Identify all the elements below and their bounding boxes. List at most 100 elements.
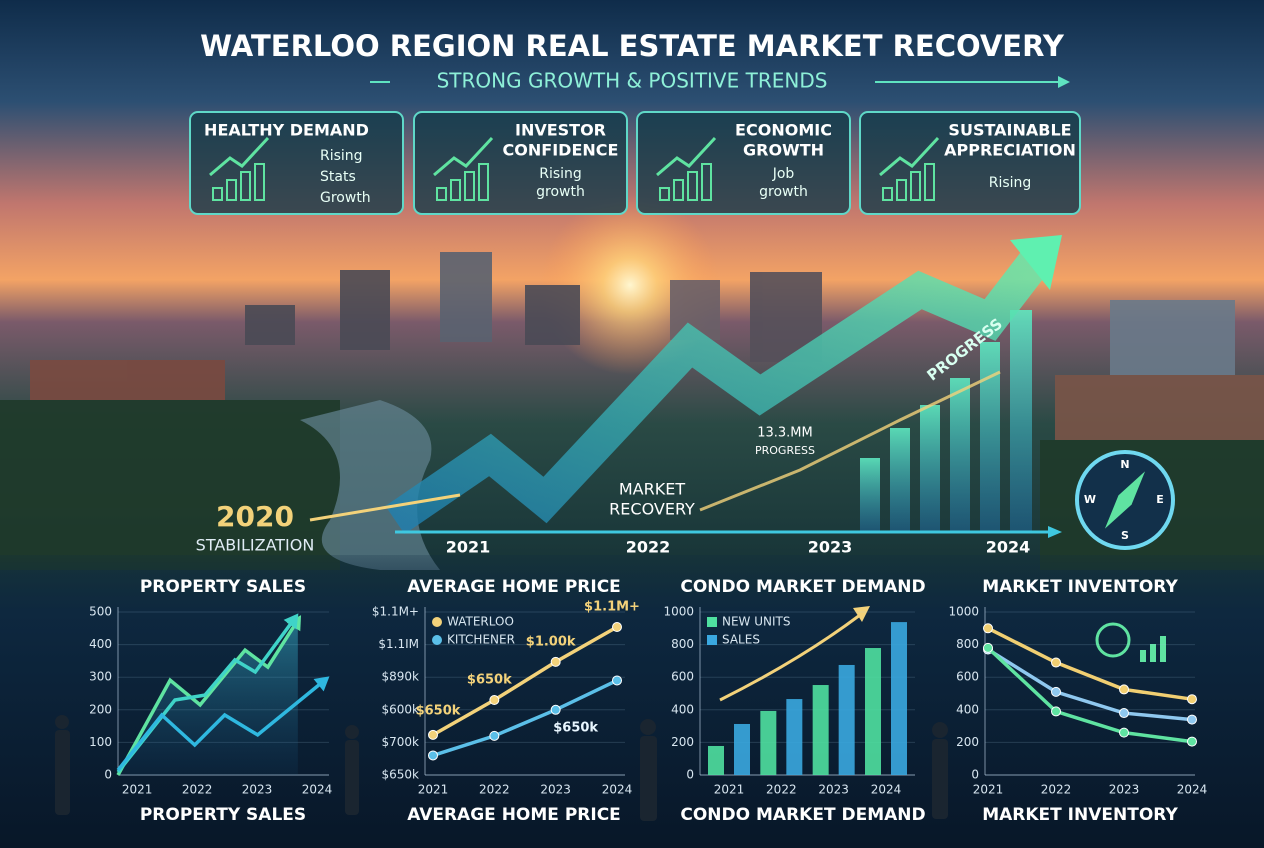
line [986,646,1193,744]
x-tick-label: 2022 [1041,783,1072,797]
card-icon-arrow [656,136,717,177]
hero-stat: 13.3.MM [757,426,813,441]
x-tick-label: 2021 [418,783,449,797]
x-tick-label: 2022 [479,783,510,797]
card-icon-arrow [879,136,940,177]
legend-swatch [707,635,717,645]
card-item: Rising [320,148,363,164]
hero-arrowhead [1010,235,1062,290]
y-tick-label: 600 [956,670,979,684]
y-tick-label: 1000 [948,605,979,619]
x-tick-label: 2024 [871,783,902,797]
hero: 2020 STABILIZATION MARKET RECOVERY 13.3.… [196,235,1175,557]
title: WATERLOO REGION REAL ESTATE MARKET RECOV… [200,29,1065,63]
card-icon-bar [254,163,265,201]
chart-caption: AVERAGE HOME PRICE [407,805,621,825]
card-icon-bar [450,179,461,201]
point [1119,727,1129,738]
card-title: ECONOMIC [735,121,832,140]
x-tick-label: 2022 [766,783,797,797]
people [55,715,948,821]
y-tick-label: 0 [971,768,979,782]
compass-letter: E [1156,493,1164,506]
subtitle-arrow [1058,76,1070,88]
x-tick-label: 2024 [302,783,333,797]
line [116,617,297,774]
hero-recovery: MARKET [619,480,685,499]
y-tick-label: 100 [89,735,112,749]
point [612,621,622,632]
y-tick-label: $890k [382,670,420,684]
card-item: Growth [320,190,371,206]
card-title: CONFIDENCE [503,141,619,160]
point [1187,714,1197,725]
card-icon-bar [673,179,684,201]
y-tick-label: 500 [89,605,112,619]
arrowhead [283,613,299,630]
subtitle: STRONG GROWTH & POSITIVE TRENDS [437,69,828,93]
point [983,642,993,653]
bar [838,664,855,775]
card-icon-bar [910,171,921,201]
card-icon-bar [882,187,893,201]
point [612,675,622,686]
y-tick-label: 300 [89,670,112,684]
card-item: Rising [989,175,1032,191]
card-title: INVESTOR [515,121,606,140]
card-item: growth [759,184,808,200]
hero-start-label: STABILIZATION [196,536,315,555]
point [983,623,993,634]
hero-year: 2024 [986,538,1031,557]
line [987,648,1193,722]
y-tick-label: 0 [104,768,112,782]
card-icon-bar [212,187,223,201]
legend-swatch [432,617,442,627]
chart-caption: MARKET INVENTORY [982,805,1178,825]
data-label: $1.1M+ [584,599,640,614]
compass-letter: S [1121,529,1129,542]
card-item: growth [536,184,585,200]
data-label: $1.00k [526,634,576,649]
x-tick-label: 2023 [242,783,273,797]
hero-axis-arrow [1048,526,1062,538]
card [859,111,1081,215]
x-tick-label: 2023 [818,783,849,797]
card-icon-bar [701,163,712,201]
legend-swatch [432,635,442,645]
card [413,111,628,215]
y-tick-label: $600k [382,702,420,716]
line [432,678,618,758]
card-icon-bar [687,171,698,201]
y-tick-label: 1000 [663,605,694,619]
card-item: Job [772,166,795,182]
card-title: SUSTAINABLE [948,121,1071,140]
point [1051,706,1061,717]
bar [734,723,750,775]
inventory-bars-icon [1140,636,1166,662]
card-icon-arrow [433,136,494,177]
x-tick-label: 2023 [1109,783,1140,797]
legend-label: WATERLOO [447,615,514,629]
x-tick-label: 2021 [122,783,153,797]
legend-label: NEW UNITS [722,615,790,629]
chart-title: MARKET INVENTORY [982,577,1178,597]
point [428,729,438,740]
hero-year: 2022 [626,538,671,557]
chart-title: CONDO MARKET DEMAND [680,577,925,597]
card-icon-bar [464,171,475,201]
chart-title: AVERAGE HOME PRICE [407,577,621,597]
condo-arrowhead [853,606,870,622]
point [1051,657,1061,668]
data-label: $650k [467,673,512,688]
y-tick-label: 200 [89,702,112,716]
y-tick-label: 200 [956,735,979,749]
card-icon-bar [226,179,237,201]
card-icon-bar [436,187,447,201]
hero-start-year: 2020 [216,500,294,533]
point [1119,684,1129,695]
x-tick-label: 2022 [182,783,213,797]
point [1187,736,1197,747]
line [116,678,326,772]
y-tick-label: $700k [382,735,420,749]
